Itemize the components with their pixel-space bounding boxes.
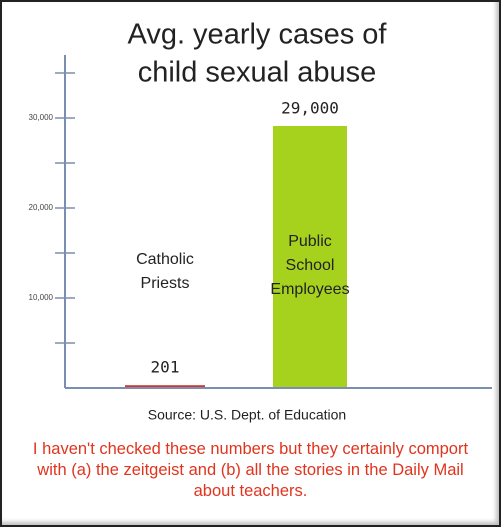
value-label: 201 (151, 358, 180, 377)
category-label: Public School Employees (270, 233, 350, 298)
y-tick-label: 30,000 (29, 113, 54, 122)
y-tick-label: 10,000 (29, 293, 54, 302)
y-tick-label: 20,000 (29, 203, 54, 212)
chart-title: child sexual abuse (138, 57, 377, 89)
caption: I haven't checked these numbers but they… (32, 440, 469, 500)
chart-title: Avg. yearly cases of (128, 19, 388, 51)
value-label: 29,000 (281, 99, 339, 118)
bar (125, 385, 205, 387)
source: Source: U.S. Dept. of Education (148, 407, 346, 423)
category-label: Catholic Priests (136, 251, 194, 292)
bar (273, 126, 347, 387)
